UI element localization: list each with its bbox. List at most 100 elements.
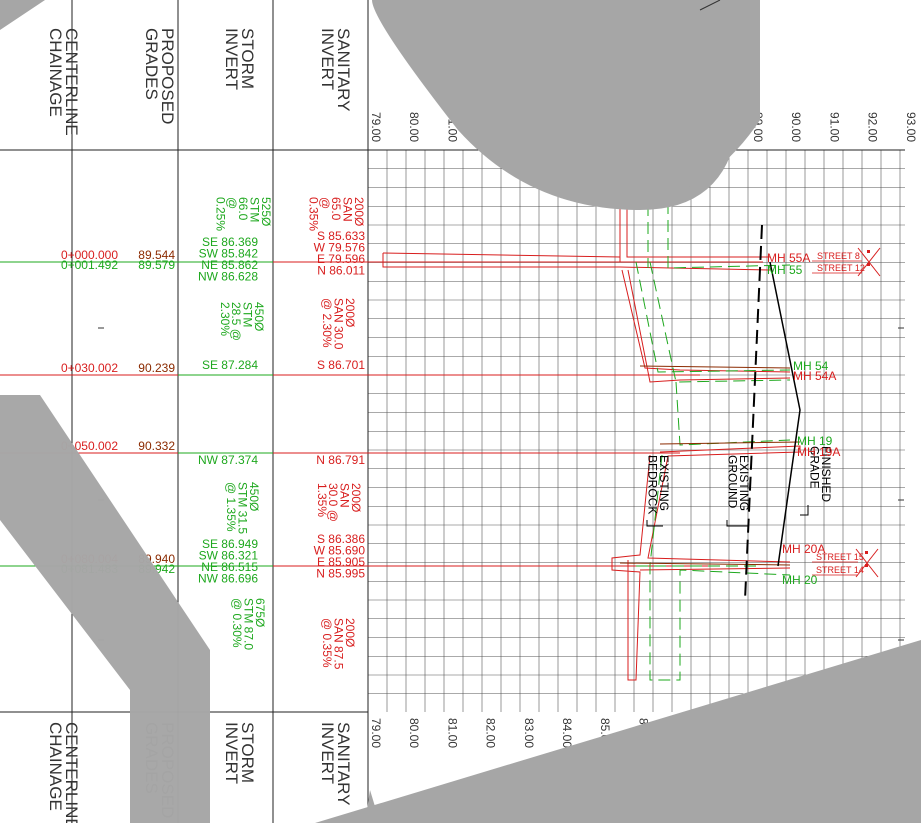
manhole-label: MH 20A (782, 542, 825, 556)
chainage-value: 0+030.002 (61, 361, 118, 375)
elevation-label-bottom-line: 82.00 (484, 718, 498, 748)
sanitary-invert: W 85.690 (314, 544, 366, 558)
storm-invert: SW 85.842 (199, 247, 259, 261)
elevation-label: 93.00 (904, 112, 918, 142)
manhole-label: MH 19 (797, 434, 833, 448)
elevation-label-line: 80.00 (407, 112, 421, 142)
sanitary-pipe-label-line: @ 2.30% (320, 298, 334, 348)
sanitary-invert: S 86.701 (317, 358, 365, 372)
overlay-diagonal-left (0, 395, 210, 823)
grade-value-alt: 89.579 (138, 258, 175, 272)
manhole-label: MH 20 (782, 573, 818, 587)
elevation-label-bottom-line: 79.00 (369, 718, 383, 748)
sanitary-pipe-outline (639, 567, 791, 571)
profile-grid (367, 149, 905, 712)
storm-pipe-label-line: 450Ø (252, 302, 266, 331)
row-header-grades-line: PROPOSED (158, 28, 177, 124)
sanitary-pipe-label-line: 30.0 @ (326, 483, 340, 522)
row-header-sanitary-bottom-line: INVERT (318, 722, 337, 784)
existing-bedrock-label: EXISTINGBEDROCK (646, 455, 671, 514)
label-leader (800, 505, 809, 516)
chainage-value-alt: 0+001.492 (61, 258, 118, 272)
elevation-label-bottom-line: 81.00 (445, 718, 459, 748)
sanitary-pipe-label-line: SAN (338, 483, 352, 508)
overlay-corner-tl (0, 0, 45, 30)
elevation-label-bottom: 79.00 (369, 718, 383, 748)
grade-value: 89.544 (138, 248, 175, 262)
street-label: STREET 8 (817, 251, 860, 261)
proposed-pipe (619, 562, 791, 566)
proposed-pipe (639, 365, 791, 369)
elevation-label-bottom: 83.00 (522, 718, 536, 748)
storm-pipe-outline (675, 381, 791, 446)
row-header-sanitary-line: INVERT (318, 28, 337, 90)
sanitary-pipe-label-line: 200Ø (343, 298, 357, 327)
elevation-label-bottom: 84.00 (560, 718, 574, 748)
elevation-label-bottom: 81.00 (445, 718, 459, 748)
storm-pipe-label: 675ØSTM 87.0@ 0.30% (230, 598, 267, 650)
row-header-chainage: CENTERLINECHAINAGE (46, 28, 81, 136)
sanitary-pipe-outline (382, 252, 621, 258)
sanitary-pipe-label: 200ØSAN65.0@0.35% (306, 197, 366, 231)
sanitary-pipe-label-line: @ 0.35% (320, 618, 334, 668)
storm-pipe-label-line: 2.30% (218, 302, 232, 336)
storm-invert: SE 86.369 (202, 235, 258, 249)
elevation-label-bottom-line: 83.00 (522, 718, 536, 748)
elevation-label-bottom: 82.00 (484, 718, 498, 748)
marker-dot (867, 250, 870, 253)
street-label: STREET 15 (816, 552, 864, 562)
overlay-edge (699, 0, 721, 11)
marker-dot (865, 564, 868, 567)
storm-invert: SE 86.949 (202, 537, 258, 551)
sanitary-pipe-label-line: SAN 87.5 (332, 618, 346, 670)
intersection-marker (855, 548, 879, 578)
overlay-circle-top-b (470, 0, 760, 206)
existing-bedrock-label-line: BEDROCK (646, 455, 660, 514)
overlay-diagonal-bottom (315, 640, 921, 823)
storm-invert: NW 86.628 (198, 270, 258, 284)
row-header-chainage-bottom-line: CENTERLINE (62, 722, 81, 823)
sanitary-pipe-label-line: 200Ø (349, 483, 363, 512)
intersection-marker (857, 247, 881, 277)
storm-invert: NE 86.515 (201, 560, 258, 574)
storm-invert: NW 86.696 (198, 572, 258, 586)
existing-ground-label-line: GROUND (726, 455, 740, 509)
elevation-label-line: 93.00 (904, 112, 918, 142)
elevation-label-line: 92.00 (866, 112, 880, 142)
elevation-label: 79.00 (369, 112, 383, 142)
grade-value: 90.239 (138, 361, 175, 375)
sanitary-pipe-label-line: 65.0 (329, 197, 343, 221)
proposed-pipe (659, 441, 801, 445)
storm-pipe-label-line: 450Ø (247, 482, 261, 511)
storm-pipe-label-line: 66.0 (236, 197, 250, 221)
row-header-storm-line: INVERT (222, 28, 241, 90)
sanitary-invert: S 85.633 (317, 229, 365, 243)
storm-invert: SW 86.321 (199, 549, 259, 563)
sanitary-pipe-label: 200ØSAN 30.0@ 2.30% (320, 298, 357, 350)
finished-grade-label-line: GRADE (808, 446, 822, 489)
overlay-sliver (365, 790, 380, 823)
elevation-label-line: 91.00 (827, 112, 841, 142)
storm-pipe-outline (635, 261, 791, 373)
row-header-storm-bottom: STORMINVERT (222, 722, 257, 784)
chainage-value: 0+000.000 (61, 248, 118, 262)
label-leader (646, 520, 663, 527)
elevation-label: 92.00 (866, 112, 880, 142)
storm-pipe-label-line: STM 31.5 (236, 482, 250, 534)
sanitary-pipe-label-line: 0.35% (306, 197, 320, 231)
sanitary-pipe-label-line: @ (318, 197, 332, 209)
sanitary-invert: W 79.576 (314, 241, 366, 255)
storm-pipe-label-line: 28.5 @ (229, 302, 243, 341)
sanitary-invert: N 85.995 (316, 567, 365, 581)
storm-pipe-label-line: STM 87.0 (242, 598, 256, 650)
storm-pipe-label-line: 675Ø (253, 598, 267, 627)
storm-invert: NE 85.862 (201, 258, 258, 272)
sanitary-pipe-label-line: 1.35% (315, 483, 329, 517)
row-header-sanitary-line: SANITARY (334, 28, 353, 111)
finished-grade-label: FINISHEDGRADE (808, 446, 833, 502)
row-header-chainage-bottom-line: CHAINAGE (46, 722, 65, 811)
sanitary-pipe-label-line: SAN 30.0 (332, 298, 346, 350)
elevation-label: 80.00 (407, 112, 421, 142)
